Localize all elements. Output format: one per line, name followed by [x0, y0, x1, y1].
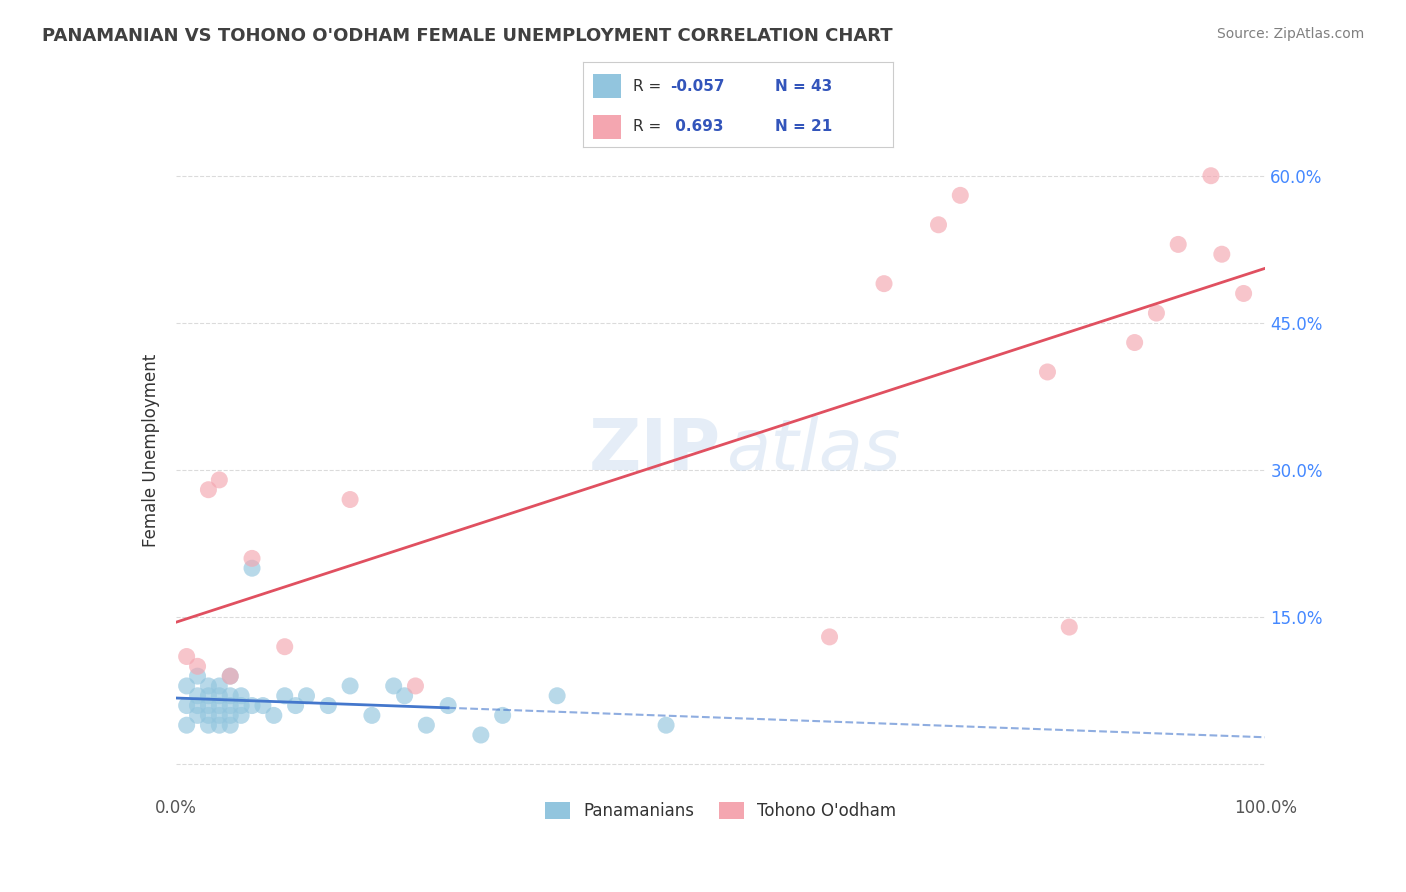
Point — [208, 473, 231, 487]
Point — [546, 689, 568, 703]
Point — [1057, 620, 1080, 634]
Text: ZIP: ZIP — [588, 416, 721, 485]
Point — [219, 718, 242, 732]
Point — [197, 483, 219, 497]
Point — [360, 708, 382, 723]
Legend: Panamanians, Tohono O'odham: Panamanians, Tohono O'odham — [538, 796, 903, 827]
Y-axis label: Female Unemployment: Female Unemployment — [142, 354, 160, 547]
Point — [208, 718, 231, 732]
Point — [176, 649, 198, 664]
Point — [231, 689, 253, 703]
Text: R =: R = — [633, 120, 661, 135]
Point — [240, 561, 263, 575]
Point — [240, 551, 263, 566]
Point — [492, 708, 515, 723]
Point — [1123, 335, 1146, 350]
Point — [208, 708, 231, 723]
Point — [186, 669, 209, 683]
Point — [219, 669, 242, 683]
Text: Source: ZipAtlas.com: Source: ZipAtlas.com — [1216, 27, 1364, 41]
Point — [208, 689, 231, 703]
Point — [949, 188, 972, 202]
Point — [197, 698, 219, 713]
Point — [1211, 247, 1233, 261]
FancyBboxPatch shape — [593, 115, 620, 139]
Point — [295, 689, 318, 703]
Point — [208, 679, 231, 693]
Point — [394, 689, 416, 703]
Point — [928, 218, 950, 232]
Text: -0.057: -0.057 — [671, 78, 724, 94]
Point — [274, 640, 297, 654]
Text: atlas: atlas — [725, 416, 901, 485]
Point — [186, 708, 209, 723]
FancyBboxPatch shape — [593, 74, 620, 98]
Point — [470, 728, 492, 742]
Point — [405, 679, 427, 693]
Point — [284, 698, 307, 713]
Point — [1232, 286, 1256, 301]
Point — [415, 718, 437, 732]
Point — [186, 698, 209, 713]
Point — [231, 708, 253, 723]
Point — [197, 679, 219, 693]
Point — [655, 718, 678, 732]
Point — [231, 698, 253, 713]
Text: N = 21: N = 21 — [775, 120, 832, 135]
Point — [339, 679, 361, 693]
Point — [252, 698, 274, 713]
Point — [186, 689, 209, 703]
Point — [818, 630, 841, 644]
Point — [339, 492, 361, 507]
Point — [318, 698, 340, 713]
Point — [1144, 306, 1167, 320]
Point — [1167, 237, 1189, 252]
Point — [197, 708, 219, 723]
Point — [219, 698, 242, 713]
Point — [274, 689, 297, 703]
Point — [176, 698, 198, 713]
Text: R =: R = — [633, 78, 661, 94]
Point — [208, 698, 231, 713]
Point — [1199, 169, 1222, 183]
Point — [240, 698, 263, 713]
Point — [219, 689, 242, 703]
Point — [219, 669, 242, 683]
Point — [437, 698, 460, 713]
Point — [197, 718, 219, 732]
Text: 0.693: 0.693 — [671, 120, 724, 135]
Text: N = 43: N = 43 — [775, 78, 832, 94]
Point — [873, 277, 896, 291]
Point — [263, 708, 285, 723]
Text: PANAMANIAN VS TOHONO O'ODHAM FEMALE UNEMPLOYMENT CORRELATION CHART: PANAMANIAN VS TOHONO O'ODHAM FEMALE UNEM… — [42, 27, 893, 45]
Point — [382, 679, 405, 693]
Point — [197, 689, 219, 703]
Point — [186, 659, 209, 673]
Point — [219, 708, 242, 723]
Point — [1036, 365, 1059, 379]
Point — [176, 718, 198, 732]
Point — [176, 679, 198, 693]
